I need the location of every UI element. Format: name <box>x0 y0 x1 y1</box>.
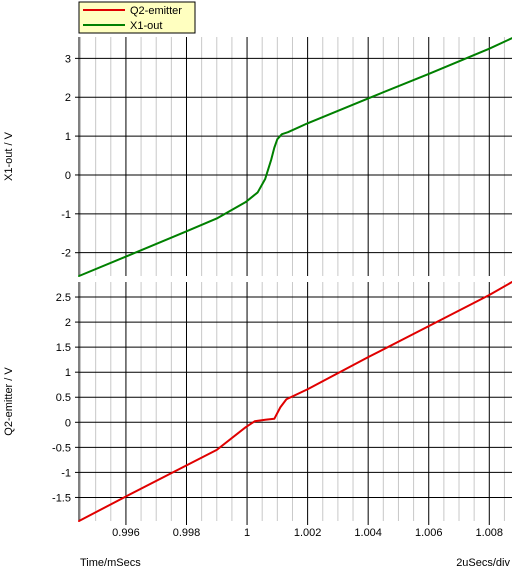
y-tick-label: 1 <box>65 131 71 143</box>
y-tick-label: -1.5 <box>52 492 71 504</box>
y-tick-label: 1 <box>65 367 71 379</box>
x-axis-label: Time/mSecs <box>80 557 141 567</box>
x-tick-label: 1.006 <box>415 527 443 539</box>
y-tick-label: 0 <box>65 170 71 182</box>
y-tick-label: 2 <box>65 317 71 329</box>
y-tick-label: -1 <box>61 209 71 221</box>
series-top <box>78 37 512 277</box>
y-tick-label: 0.5 <box>56 392 71 404</box>
x-tick-label: 0.998 <box>173 527 201 539</box>
x-tick-label: 1.008 <box>476 527 504 539</box>
legend: Q2-emitter X1-out <box>78 1 196 34</box>
x-tick-label: 0.996 <box>112 527 140 539</box>
grid-bottom <box>78 282 512 521</box>
series-line-x1-out <box>78 37 512 277</box>
x-tick-label: 1.002 <box>294 527 322 539</box>
series-line-q2-emitter <box>78 281 512 522</box>
legend-box <box>78 1 196 34</box>
y-tick-label: -1 <box>61 467 71 479</box>
y-tick-label: -0.5 <box>52 442 71 454</box>
y-axis-label-top: X1-out / V <box>3 131 15 181</box>
y-tick-labels-bottom: 2.5 2 1.5 1 0.5 0 -0.5 -1 -1.5 <box>52 292 79 504</box>
grid-top <box>78 37 512 276</box>
y-tick-labels-top: 3 2 1 0 -1 -2 <box>61 53 79 260</box>
legend-label-x1-out: X1-out <box>130 20 162 32</box>
series-bottom <box>78 281 512 522</box>
y-tick-label: 2.5 <box>56 292 71 304</box>
x-scale-label: 2uSecs/div <box>456 557 510 567</box>
legend-label-q2-emitter: Q2-emitter <box>130 5 182 17</box>
y-tick-label: 1.5 <box>56 342 71 354</box>
y-axis-label-bottom: Q2-emitter / V <box>3 367 15 436</box>
y-tick-label: 3 <box>65 53 71 65</box>
y-tick-label: 2 <box>65 92 71 104</box>
x-tick-labels: 0.996 0.998 1 1.002 1.004 1.006 1.008 <box>112 521 503 539</box>
y-tick-label: 0 <box>65 417 71 429</box>
x-tick-label: 1 <box>244 527 250 539</box>
y-tick-label: -2 <box>61 248 71 260</box>
x-tick-label: 1.004 <box>354 527 382 539</box>
